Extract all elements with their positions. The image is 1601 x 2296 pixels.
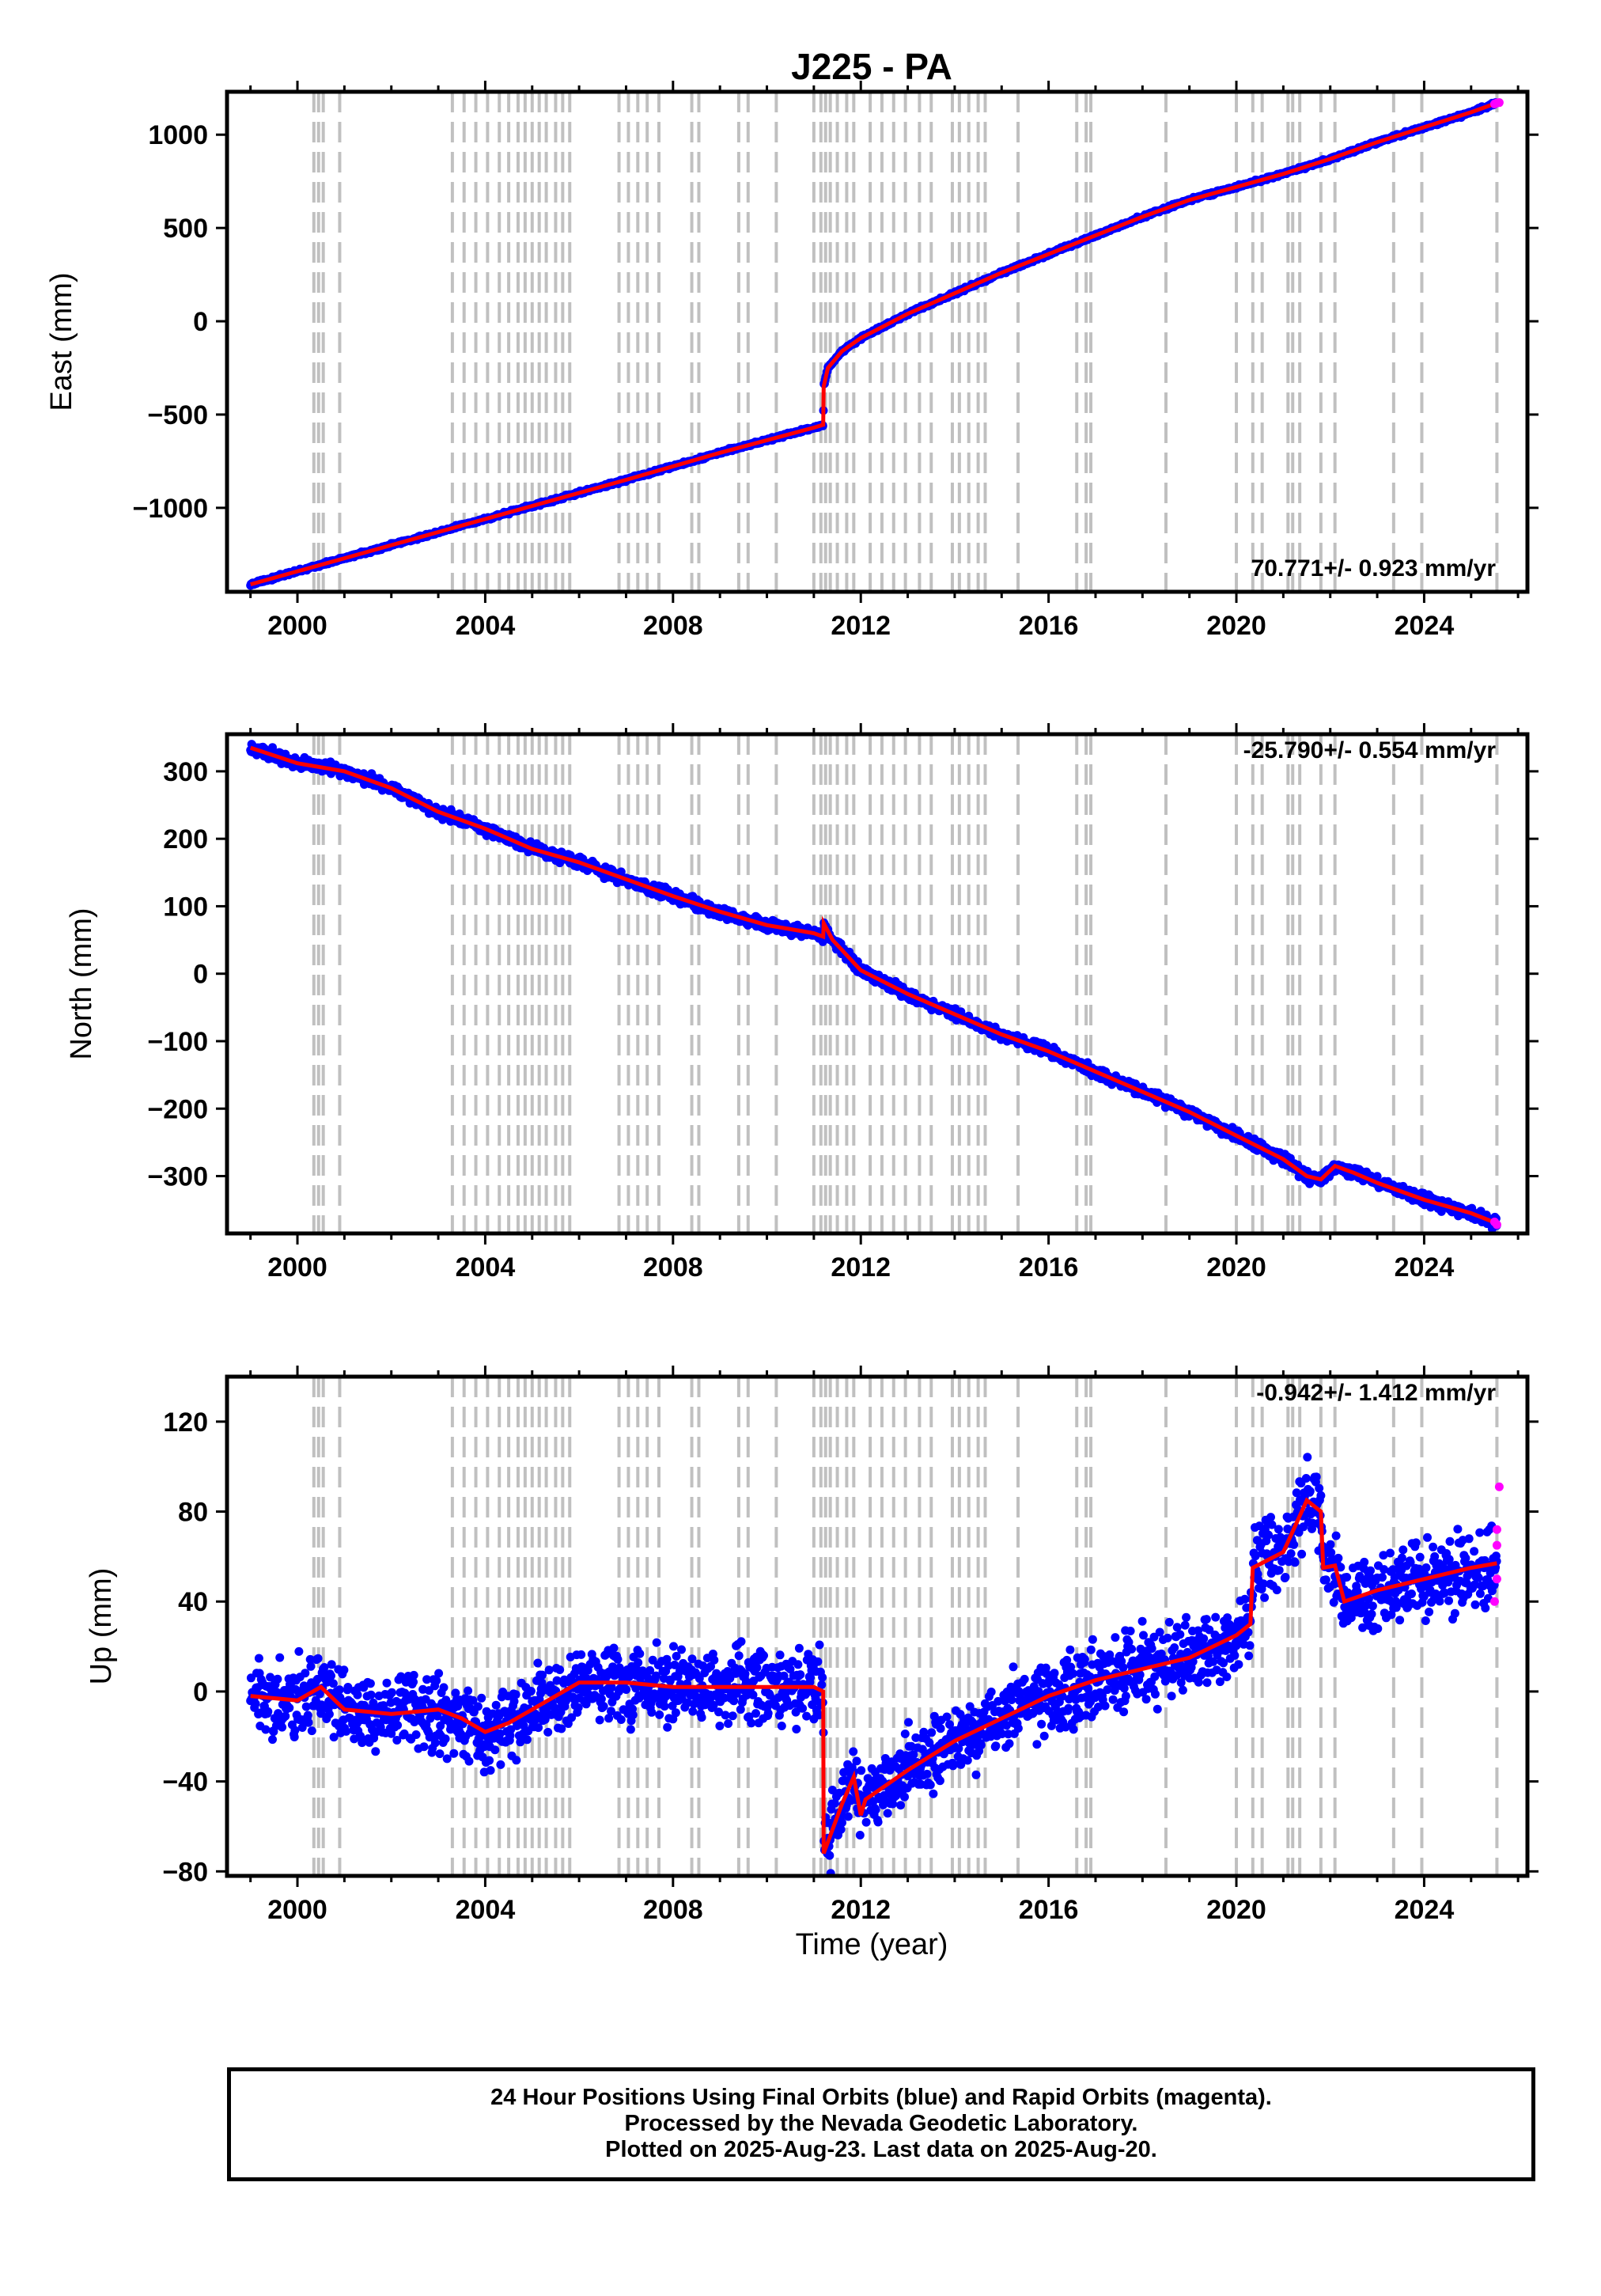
chart-title: J225 - PA [791,46,952,87]
y-tick-label: −200 [147,1094,208,1124]
final-orbit-point [285,1703,294,1713]
final-orbit-point [313,1654,323,1663]
final-orbit-point [261,1725,271,1734]
final-orbit-point [356,1731,365,1741]
y-tick-label: 200 [163,824,208,854]
x-tick-label: 2020 [1206,1252,1266,1283]
y-tick-label: 500 [163,214,208,244]
plot-area [246,92,1504,592]
x-tick-label: 2012 [831,611,891,641]
plot-area [246,1377,1504,1876]
y-tick-label: 300 [163,757,208,787]
plot-frame [225,732,1530,1236]
rapid-orbit-point [1494,98,1504,108]
final-orbit-point [304,1718,313,1727]
final-orbit-point [268,1735,277,1745]
panels: 2000 2004 2008 2012 2016 2020 2024−1000−500050… [45,81,1539,1925]
final-orbit-point [305,1654,315,1664]
final-orbit-points [246,1453,1501,1876]
rapid-orbit-points [1489,1218,1501,1229]
x-tick-label: 2024 [1395,1252,1455,1283]
x-tick-label: 2008 [643,1252,703,1283]
final-orbit-point [301,1702,311,1711]
final-orbit-point [251,1699,260,1708]
y-tick-label: −500 [147,400,208,430]
plot-area [246,734,1501,1233]
final-orbit-point [297,1723,307,1732]
final-orbit-point [324,1710,334,1719]
y-tick-label: −300 [147,1162,208,1192]
final-orbit-point [328,1679,338,1688]
final-orbit-point [278,1722,287,1732]
model-lines [249,745,1498,1226]
model-lines [250,100,1498,587]
x-tick-label: 2000 [267,1252,327,1283]
final-orbit-point [273,1674,282,1684]
final-orbit-point [303,1711,312,1720]
final-orbit-point [307,1726,316,1736]
y-tick-label: 0 [193,960,208,990]
x-tick-label: 2008 [643,611,703,641]
final-orbit-point [320,1663,329,1672]
final-orbit-point [290,1733,299,1741]
y-tick-label: −1000 [133,494,209,524]
rate-annotation: 70.771+/- 0.923 mm/yr [1251,555,1497,582]
rapid-orbit-points [1489,98,1504,108]
x-tick-label: 2004 [456,611,516,641]
final-orbit-point [290,1726,300,1735]
final-orbit-point [281,1711,290,1721]
x-tick-label: 2012 [831,1252,891,1283]
model-line [249,745,1498,1226]
y-axis-label: East (mm) [45,272,78,411]
final-orbit-point [327,1671,335,1680]
final-orbit-point [275,1653,285,1662]
x-tick-label: 2024 [1395,611,1455,641]
x-tick-label: 2016 [1019,1252,1079,1283]
final-orbit-point [294,1646,304,1656]
y-tick-label: −100 [147,1027,208,1057]
y-axis-label: North (mm) [65,907,98,1059]
panel-north: 2000 2004 2008 2012 2016 2020 2024−300−200−100… [65,723,1539,1283]
x-tick-label: 2000 [267,611,327,641]
final-orbit-point [301,1669,310,1678]
y-tick-label: 1000 [148,120,208,150]
final-orbit-point [316,1709,326,1718]
final-orbit-point [306,1661,316,1671]
y-tick-label: 100 [163,892,208,922]
final-orbit-point [353,1690,362,1699]
final-orbit-point [335,1685,344,1695]
final-orbit-point [329,1733,339,1742]
final-orbit-point [343,1683,353,1692]
model-line [250,100,1498,587]
panel-east: 2000 2004 2008 2012 2016 2020 2024 −1000 −500 0 50… [45,81,1539,641]
final-orbit-point [339,1665,349,1675]
final-orbit-points [246,740,1501,1233]
rapid-orbit-point [1492,1220,1501,1229]
final-orbit-point [342,1726,351,1736]
x-tick-label: 2016 [1019,611,1079,641]
final-orbit-point [312,1674,322,1684]
final-orbit-point [327,1660,336,1669]
final-orbit-point [254,1654,263,1663]
final-orbit-points [246,98,1501,590]
rate-annotation: -25.790+/- 0.554 mm/yr [1243,737,1497,763]
panel-up: 2000 2004 2008 2012 2016 2020 2024−80−40040801… [85,1366,1539,1925]
x-tick-label: 2004 [456,1252,516,1283]
x-tick-label: 2020 [1206,611,1266,641]
y-tick-label: 0 [193,307,208,337]
plot-frame [225,89,1530,594]
final-orbit-point [263,1707,273,1716]
final-orbit-point [266,1673,275,1682]
